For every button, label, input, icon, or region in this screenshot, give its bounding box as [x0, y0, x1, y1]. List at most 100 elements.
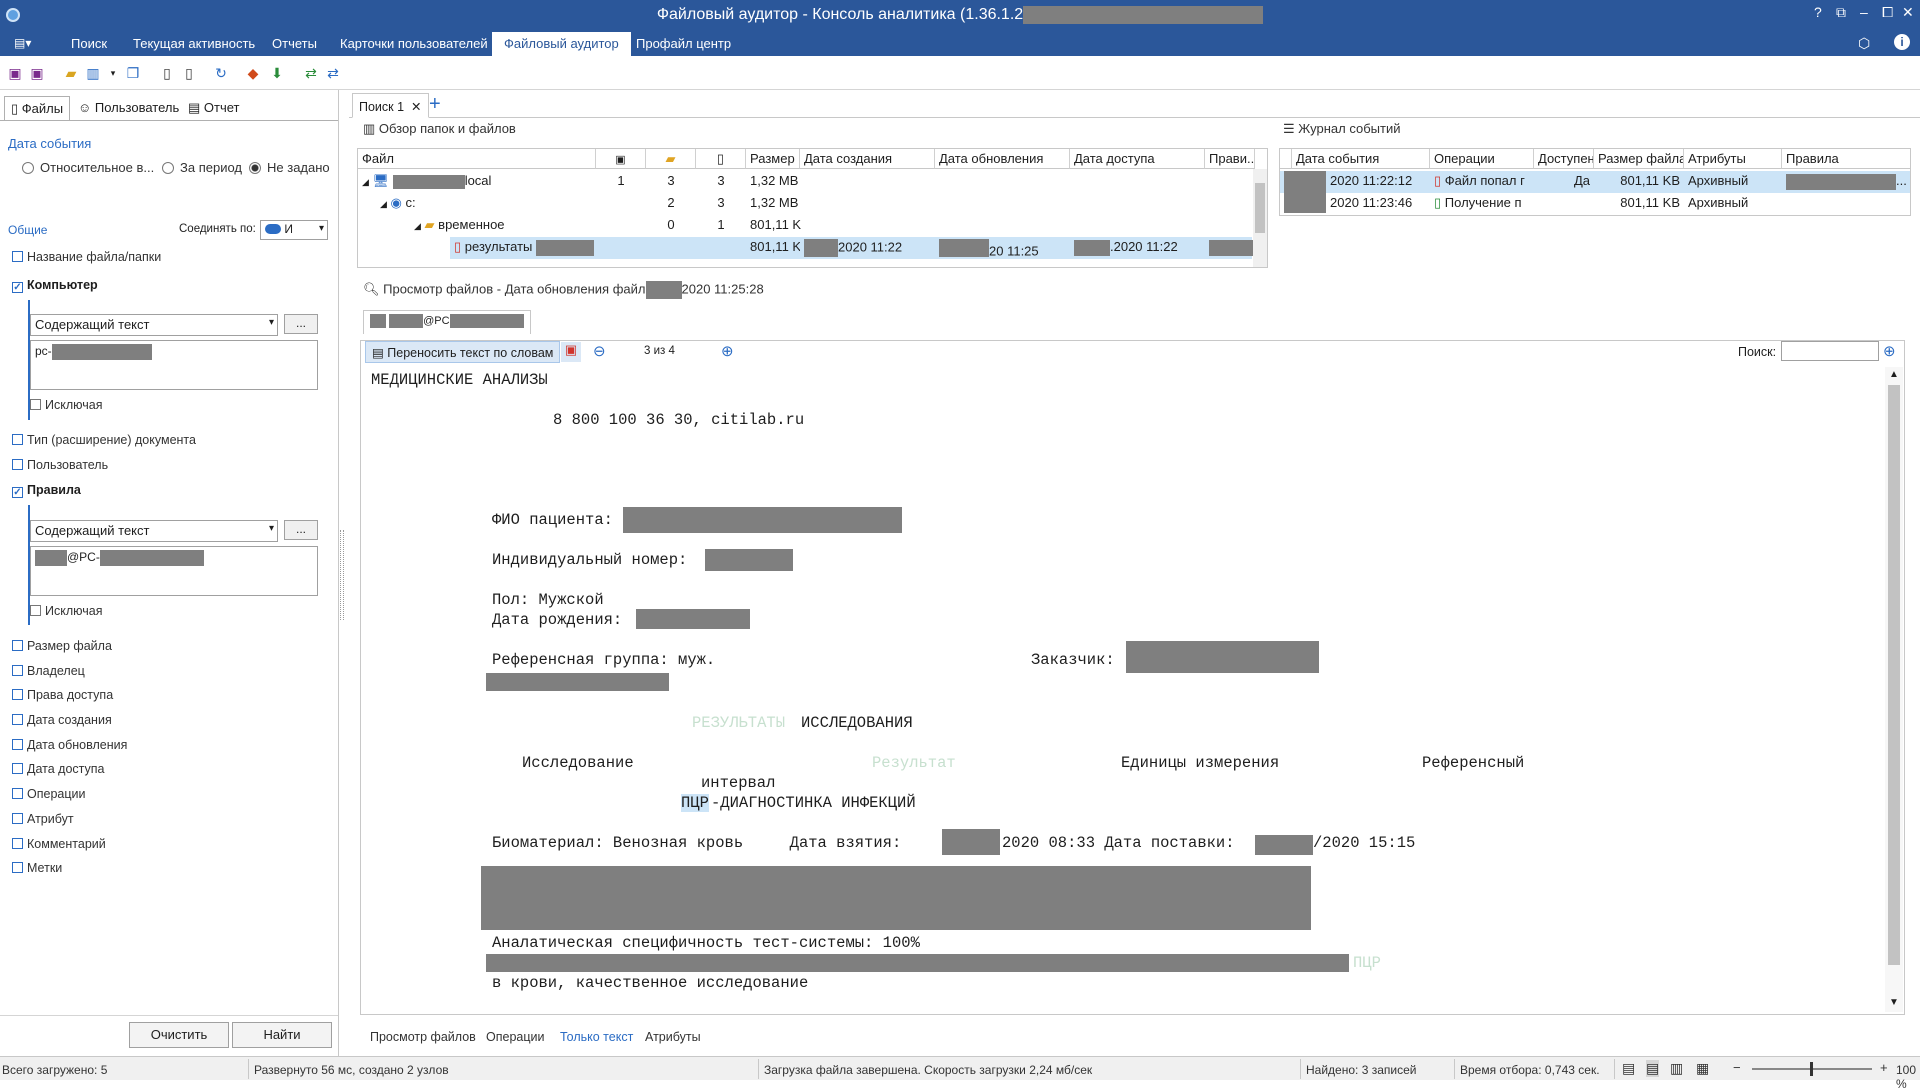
file-tab[interactable]: @PC — [363, 310, 531, 334]
col-file-size[interactable]: Размер файла — [1594, 149, 1684, 169]
minimize-icon[interactable]: – — [1860, 4, 1868, 20]
filter-rules[interactable]: ✓ Правила — [12, 483, 81, 498]
find-button[interactable]: Найти — [232, 1022, 332, 1048]
tab-file-preview[interactable]: Просмотр файлов — [370, 1030, 476, 1044]
tree-row-temp[interactable]: ◢ ▰ временное — [414, 217, 505, 232]
print-icon[interactable]: ▣ — [561, 342, 581, 362]
tag-icon[interactable]: ◆ — [247, 65, 259, 81]
filter-access-rights[interactable]: Права доступа — [12, 688, 113, 702]
computer-more-button[interactable]: ... — [284, 314, 318, 334]
add-tab-icon[interactable]: + — [429, 93, 441, 115]
splitter-handle[interactable] — [340, 530, 344, 620]
view-columns-icon[interactable]: ▥ — [1670, 1060, 1684, 1076]
rules-match-select[interactable]: Содержащий текст ▾ — [30, 520, 278, 542]
save-icon[interactable]: ▣ — [8, 65, 22, 81]
view-layout-icon[interactable]: ▤ — [1646, 1060, 1660, 1077]
selected-row[interactable] — [450, 237, 1252, 259]
col-operations[interactable]: Операции — [1430, 149, 1534, 169]
dropdown-icon[interactable]: ▾ — [110, 68, 116, 78]
filter-file-name[interactable]: Название файла/папки — [12, 250, 161, 264]
tab-user[interactable]: ☺ Пользователь — [78, 100, 180, 115]
document-settings-icon[interactable]: ▯ — [185, 65, 193, 81]
tab-search-1[interactable]: Поиск 1 ✕ — [352, 93, 429, 118]
col-available[interactable]: Доступен — [1534, 149, 1594, 169]
radio-relative[interactable]: Относительное в... — [22, 160, 154, 175]
zoom-slider-thumb[interactable] — [1810, 1062, 1813, 1076]
filter-tags[interactable]: Метки — [12, 861, 62, 875]
help-icon[interactable]: ? — [1814, 4, 1822, 20]
maximize-icon[interactable]: ⧠ — [1882, 4, 1894, 20]
package-icon[interactable]: ⬡ — [1858, 35, 1871, 51]
filter-file-size[interactable]: Размер файла — [12, 639, 112, 653]
close-icon[interactable]: ✕ — [1902, 4, 1914, 20]
rules-exclude-checkbox[interactable]: Исключая — [30, 604, 102, 618]
filter-user[interactable]: Пользователь — [12, 458, 108, 472]
restore-icon[interactable]: ⧉ — [1836, 4, 1846, 20]
computer-text-input[interactable]: pc- — [30, 340, 318, 390]
export-icon[interactable]: ▥ — [86, 65, 100, 81]
search-go-icon[interactable]: ⊕ — [1883, 343, 1896, 360]
overview-scrollbar[interactable] — [1253, 169, 1267, 267]
scroll-up-icon[interactable]: ▲ — [1889, 369, 1899, 380]
refresh-icon[interactable]: ↻ — [215, 65, 227, 81]
document-icon[interactable]: ▯ — [163, 65, 171, 81]
save-all-icon[interactable]: ▣ — [30, 65, 44, 81]
open-folder-icon[interactable]: ▰ — [65, 65, 77, 81]
filter-access-date[interactable]: Дата доступа — [12, 762, 104, 776]
network-settings-icon[interactable]: ⇄ — [327, 65, 339, 81]
tab-user-cards[interactable]: Карточки пользователей — [340, 36, 488, 51]
radio-period[interactable]: За период — [162, 160, 242, 175]
col-accessed[interactable]: Дата доступа — [1070, 149, 1205, 169]
filter-attribute[interactable]: Атрибут — [12, 812, 74, 826]
col-size[interactable]: Размер — [746, 149, 800, 169]
view-table-icon[interactable]: ▦ — [1696, 1060, 1710, 1076]
zoom-slider[interactable] — [1752, 1062, 1872, 1076]
filter-computer[interactable]: ✓ Компьютер — [12, 278, 98, 293]
network-icon[interactable]: ⇄ — [305, 65, 317, 81]
filter-updated-date[interactable]: Дата обновления — [12, 738, 127, 752]
viewer-scrollbar[interactable]: ▲ ▼ — [1885, 367, 1903, 1012]
col-created[interactable]: Дата создания — [800, 149, 935, 169]
tab-reports[interactable]: Отчеты — [272, 36, 317, 51]
radio-not-set[interactable]: Не задано — [249, 160, 330, 175]
rules-more-button[interactable]: ... — [284, 520, 318, 540]
zoom-out-icon[interactable]: − — [1733, 1060, 1741, 1075]
col-event-date[interactable]: Дата события — [1292, 149, 1430, 169]
next-page-icon[interactable]: ⊕ — [721, 343, 734, 360]
tab-profile-center[interactable]: Профайл центр — [636, 36, 732, 51]
col-attributes[interactable]: Атрибуты — [1684, 149, 1782, 169]
search-input[interactable] — [1781, 341, 1879, 361]
tab-operations[interactable]: Операции — [486, 1030, 545, 1044]
col-docs-icon[interactable]: ▯ — [696, 149, 746, 169]
wrap-toggle-button[interactable]: ▤ Переносить текст по словам — [365, 341, 561, 363]
info-icon[interactable]: i — [1894, 34, 1910, 50]
tree-row-results[interactable]: ▯ результаты — [450, 237, 596, 257]
filter-comment[interactable]: Комментарий — [12, 837, 106, 851]
prev-page-icon[interactable]: ⊖ — [593, 343, 606, 360]
filter-owner[interactable]: Владелец — [12, 664, 85, 678]
col-file[interactable]: Файл — [358, 149, 596, 169]
journal-row-selected[interactable] — [1280, 171, 1910, 193]
zoom-in-icon[interactable]: + — [1880, 1060, 1888, 1075]
filter-created-date[interactable]: Дата создания — [12, 713, 112, 727]
tab-files[interactable]: ▯ Файлы — [4, 96, 71, 120]
tab-current-activity[interactable]: Текущая активность — [133, 36, 256, 51]
rules-text-input[interactable]: @PC- — [30, 546, 318, 596]
tree-row-local[interactable]: ◢ 🖥 local — [362, 173, 492, 189]
tab-text-only[interactable]: Только текст — [560, 1030, 634, 1044]
filter-operations[interactable]: Операции — [12, 787, 85, 801]
tab-report[interactable]: ▤ Отчет — [188, 100, 240, 115]
copy-icon[interactable]: ❐ — [126, 65, 140, 81]
scroll-down-icon[interactable]: ▼ — [1889, 997, 1899, 1008]
col-rules[interactable]: Правила — [1782, 149, 1910, 169]
col-updated[interactable]: Дата обновления — [935, 149, 1070, 169]
filter-doc-type[interactable]: Тип (расширение) документа — [12, 433, 196, 447]
tree-row-drive[interactable]: ◢ ◉ c: — [380, 195, 416, 210]
close-tab-icon[interactable]: ✕ — [411, 100, 422, 114]
col-count-icon[interactable]: ▣ — [596, 149, 646, 169]
tab-search[interactable]: Поиск — [71, 36, 108, 51]
quick-menu-icon[interactable]: ▤▾ — [14, 36, 32, 50]
scroll-thumb[interactable] — [1888, 385, 1900, 965]
download-icon[interactable]: ⬇ — [271, 65, 283, 81]
join-select[interactable]: И ▾ — [260, 220, 328, 240]
